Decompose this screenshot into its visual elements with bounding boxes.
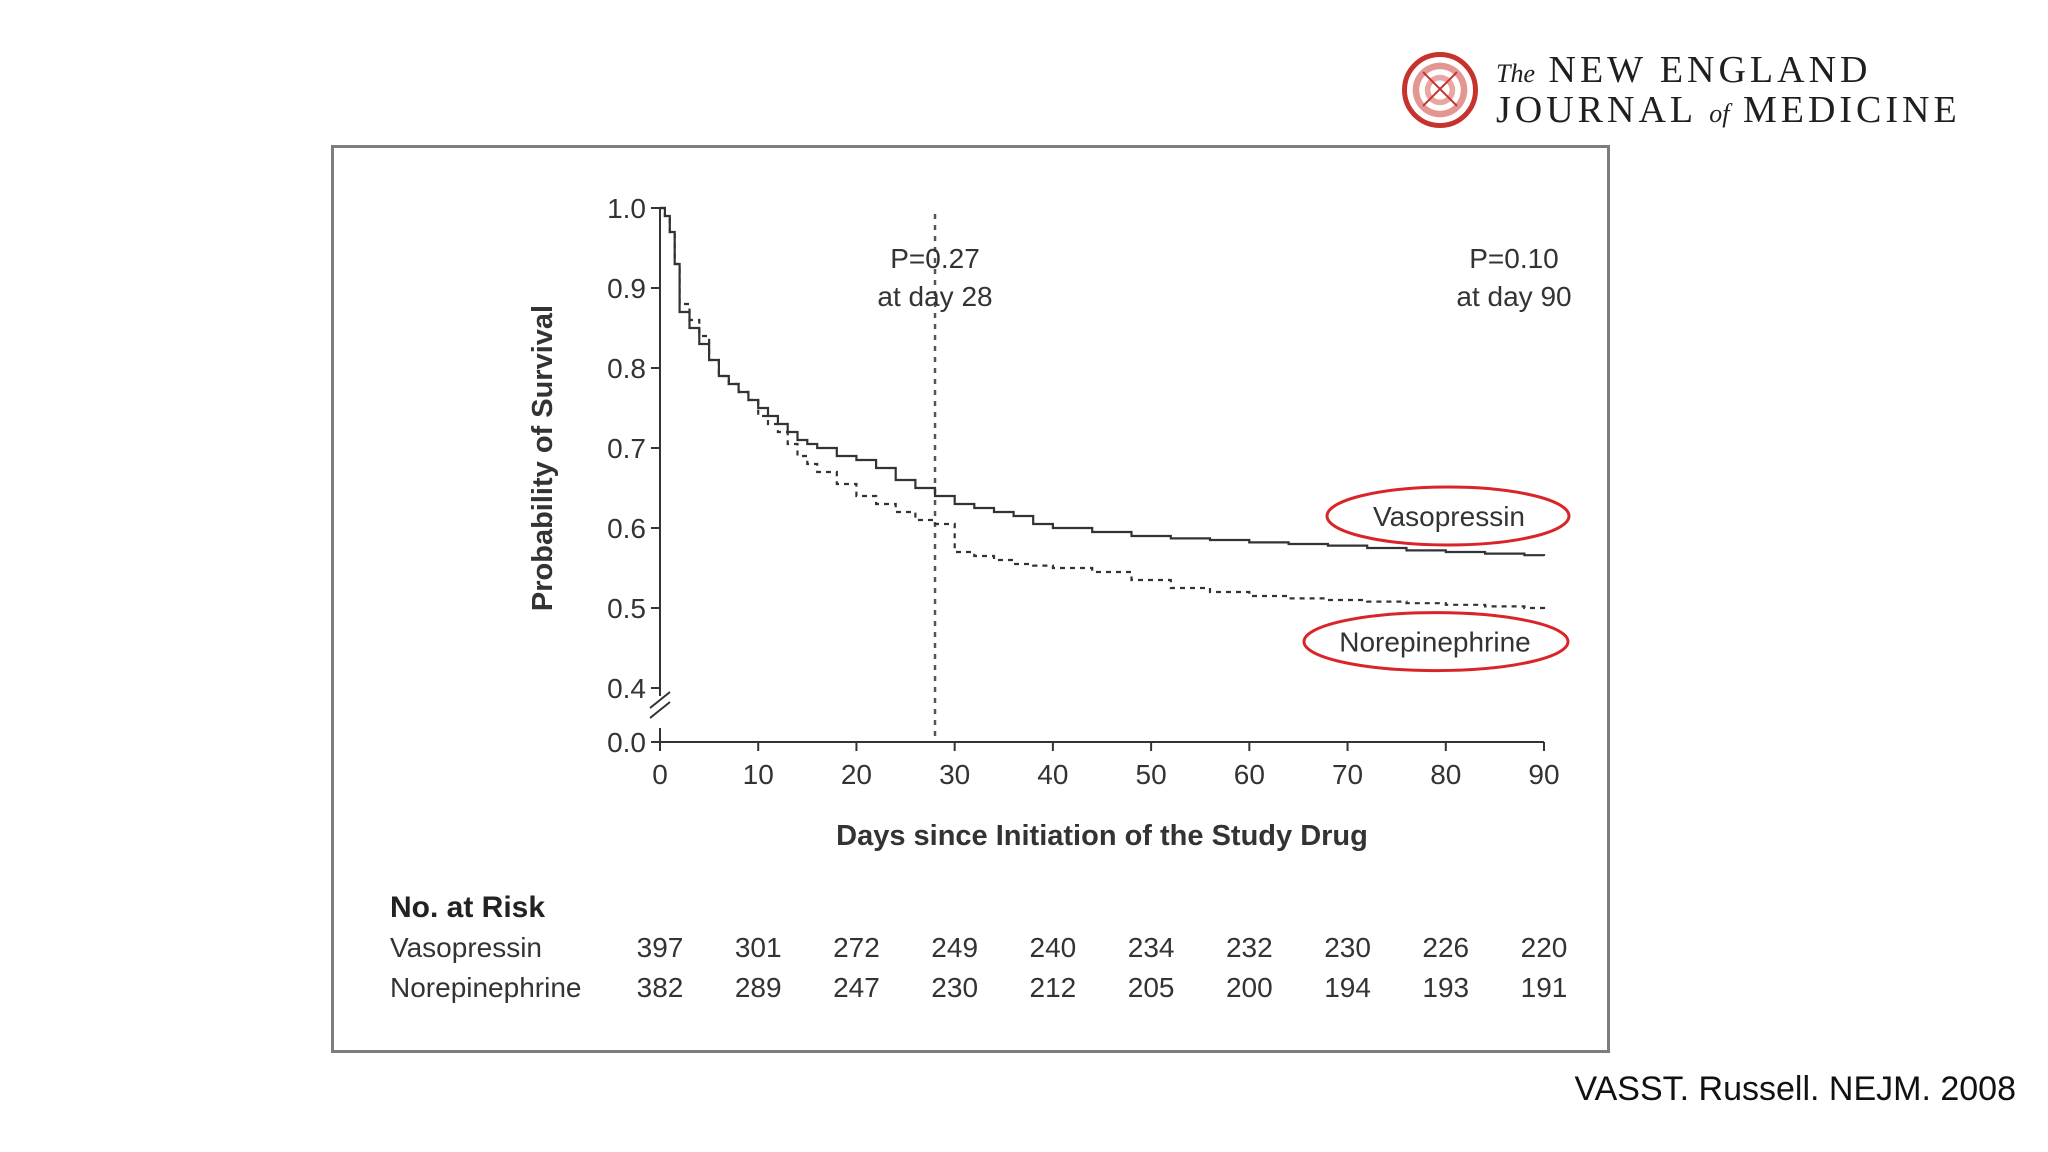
risk-table-row-label: Vasopressin <box>390 932 542 963</box>
risk-table-cell: 301 <box>735 932 782 963</box>
journal-logo: The NEW ENGLAND JOURNAL of MEDICINE <box>1400 48 2040 138</box>
y-axis-title: Probability of Survival <box>527 305 559 611</box>
risk-table-cell: 205 <box>1128 972 1175 1003</box>
y-tick-label: 1.0 <box>607 193 646 224</box>
risk-table-cell: 230 <box>1324 932 1371 963</box>
x-tick-label: 20 <box>841 759 872 790</box>
journal-name-line2: JOURNAL of MEDICINE <box>1496 88 1961 132</box>
citation: VASST. Russell. NEJM. 2008 <box>1574 1070 2016 1108</box>
journal-new-england: NEW ENGLAND <box>1548 49 1872 91</box>
journal-seal-icon <box>1402 52 1478 128</box>
risk-table-cell: 289 <box>735 972 782 1003</box>
x-tick-label: 60 <box>1234 759 1265 790</box>
figure-frame: 0.0 0.4 0.5 0.6 0.7 0.8 0.9 1.0 0 10 20 30 40 50 60 70 8… <box>331 145 1610 1053</box>
journal-name-line1: The NEW ENGLAND <box>1496 48 1871 92</box>
risk-table-cell: 272 <box>833 932 880 963</box>
journal-word-of: of <box>1709 99 1730 128</box>
y-tick-label: 0.6 <box>607 513 646 544</box>
p-value-day-28: P=0.27 <box>890 243 980 274</box>
x-tick-label: 30 <box>939 759 970 790</box>
axis-break-mark <box>649 701 671 719</box>
p-value-day-28-label: at day 28 <box>877 281 992 312</box>
risk-table-cell: 200 <box>1226 972 1273 1003</box>
risk-table-cell: 220 <box>1521 932 1568 963</box>
risk-table-row-label: Norepinephrine <box>390 972 581 1003</box>
x-tick-label: 80 <box>1430 759 1461 790</box>
journal-word-journal: JOURNAL <box>1496 89 1696 131</box>
risk-table-cell: 234 <box>1128 932 1175 963</box>
p-value-day-90: P=0.10 <box>1469 243 1559 274</box>
risk-table-cell: 193 <box>1422 972 1469 1003</box>
x-tick-label: 70 <box>1332 759 1363 790</box>
x-tick-label: 10 <box>743 759 774 790</box>
highlight-ellipse-norepinephrine <box>1302 611 1570 673</box>
risk-table-cell: 226 <box>1422 932 1469 963</box>
y-tick-label: 0.4 <box>607 673 646 704</box>
risk-table-cell: 382 <box>637 972 684 1003</box>
journal-the: The <box>1496 59 1535 88</box>
y-tick-label: 0.5 <box>607 593 646 624</box>
journal-word-medicine: MEDICINE <box>1742 89 1961 131</box>
risk-table-cell: 232 <box>1226 932 1273 963</box>
x-axis-title: Days since Initiation of the Study Drug <box>836 820 1368 852</box>
x-tick-label: 50 <box>1136 759 1167 790</box>
survival-chart: 0.0 0.4 0.5 0.6 0.7 0.8 0.9 1.0 0 10 20 30 40 50 60 70 8… <box>390 193 1572 1003</box>
series-label-norepinephrine: Norepinephrine <box>1339 627 1530 658</box>
series-curve-norepinephrine <box>660 206 1546 610</box>
risk-table-cell: 397 <box>637 932 684 963</box>
x-tick-label: 0 <box>652 759 668 790</box>
risk-table-cell: 240 <box>1030 932 1077 963</box>
y-tick-label: 0.7 <box>607 433 646 464</box>
risk-table-cell: 247 <box>833 972 880 1003</box>
p-value-day-90-label: at day 90 <box>1456 281 1571 312</box>
highlight-ellipse-vasopressin <box>1325 485 1571 547</box>
risk-table-cell: 212 <box>1030 972 1077 1003</box>
risk-table-cell: 230 <box>931 972 978 1003</box>
y-tick-label: 0.8 <box>607 353 646 384</box>
risk-table-cell: 249 <box>931 932 978 963</box>
risk-table-cell: 194 <box>1324 972 1371 1003</box>
x-tick-label: 90 <box>1528 759 1559 790</box>
axis-break-mark <box>649 691 671 709</box>
y-tick-label: 0.9 <box>607 273 646 304</box>
x-tick-label: 40 <box>1037 759 1068 790</box>
y-tick-label: 0.0 <box>607 727 646 758</box>
risk-table-title: No. at Risk <box>390 891 545 924</box>
series-label-vasopressin: Vasopressin <box>1373 501 1525 532</box>
risk-table-cell: 191 <box>1521 972 1568 1003</box>
